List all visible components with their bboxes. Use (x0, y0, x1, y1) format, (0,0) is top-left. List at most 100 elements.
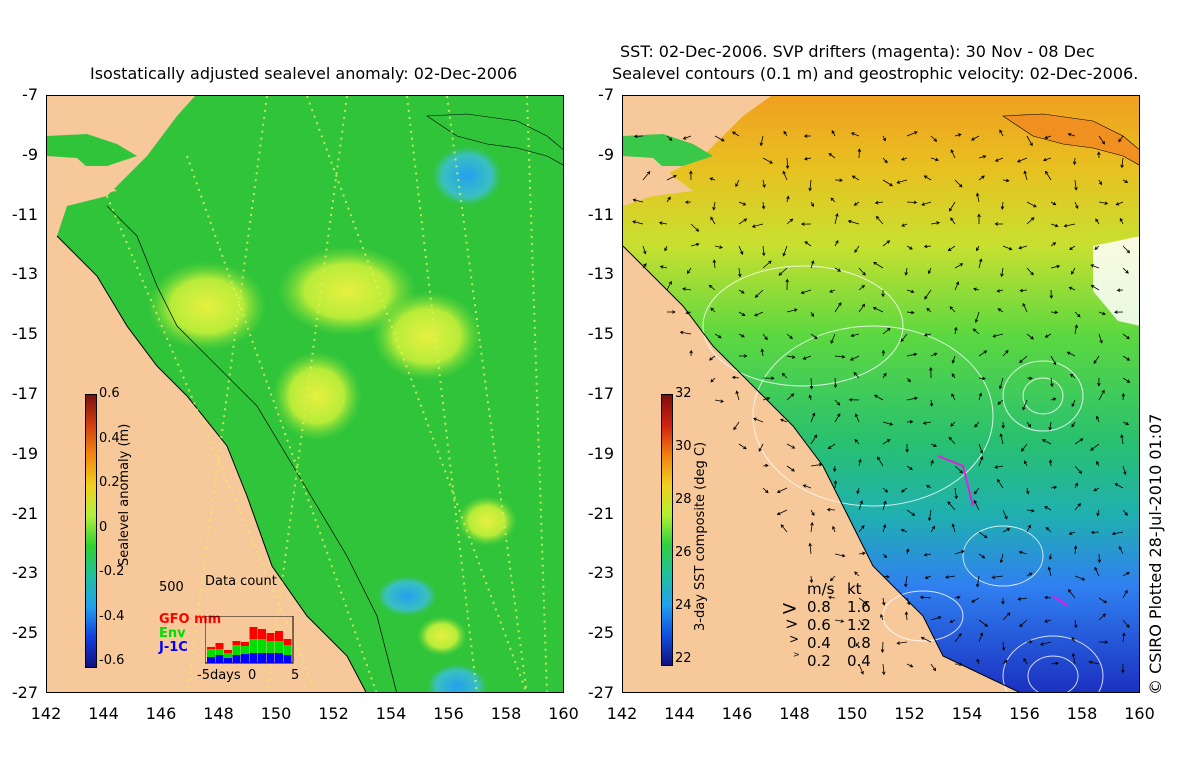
velocity-arrow (930, 352, 938, 357)
velocity-arrow (1019, 288, 1028, 293)
velocity-arrow (1113, 310, 1124, 314)
velocity-arrow (682, 287, 692, 291)
velocity-arrow (832, 465, 837, 473)
velocity-arrow (920, 636, 932, 643)
histogram-bar (207, 649, 215, 657)
velocity-arrow (761, 201, 766, 210)
velocity-arrow (994, 222, 1004, 226)
longitude-tick: 160 (1124, 704, 1155, 723)
velocity-arrow (882, 524, 887, 533)
velocity-arrow (1120, 434, 1124, 445)
velocity-arrow (632, 198, 644, 203)
velocity-legend-ms: 0.8 (807, 598, 831, 616)
velocity-arrow (947, 501, 956, 511)
velocity-arrow (1090, 264, 1100, 269)
velocity-arrow (762, 487, 769, 494)
velocity-arrow (930, 459, 934, 467)
anomaly-colorbar-tick: 0.2 (99, 475, 120, 490)
histogram-bar (275, 641, 283, 653)
velocity-arrow (1122, 421, 1130, 426)
velocity-arrow (762, 333, 768, 341)
velocity-arrow (900, 333, 908, 343)
velocity-arrow (848, 397, 860, 402)
velocity-arrow (978, 175, 985, 181)
velocity-arrow (1098, 333, 1103, 344)
velocity-arrow (731, 131, 740, 137)
velocity-arrow (666, 196, 671, 203)
velocity-arrow (1025, 487, 1030, 495)
velocity-arrow (1026, 267, 1034, 276)
histogram-bar (258, 639, 266, 653)
longitude-tick: 154 (375, 704, 407, 723)
velocity-arrow (1044, 333, 1052, 338)
velocity-arrow (882, 240, 891, 247)
velocity-arrow (1050, 485, 1058, 490)
velocity-arrow (1073, 619, 1078, 629)
anomaly-colorbar-tick: 0.6 (99, 386, 120, 401)
velocity-arrow (731, 375, 740, 380)
velocity-arrow (1122, 267, 1129, 274)
velocity-arrow (1041, 439, 1052, 445)
velocity-arrow (881, 663, 886, 676)
velocity-arrow (882, 597, 886, 606)
velocity-arrow (834, 239, 839, 247)
velocity-arrow (882, 487, 889, 493)
velocity-arrow (712, 259, 717, 269)
velocity-arrow (906, 597, 911, 606)
velocity-arrow (690, 242, 700, 247)
sealevel-anomaly-map: 0.6 0.4 0.2 0 -0.2 -0.4 -0.6 Sealevel anomaly … (46, 95, 564, 693)
velocity-arrow (930, 135, 938, 142)
velocity-arrow (978, 531, 988, 539)
velocity-arrow (738, 443, 747, 450)
velocity-arrow (1073, 545, 1078, 555)
velocity-arrow (1096, 509, 1100, 517)
sst-colorbar (661, 394, 673, 666)
latitude-tick: -27 (587, 683, 614, 702)
velocity-arrow (1022, 399, 1028, 411)
histogram-bar (232, 645, 241, 655)
longitude-tick: 158 (1066, 704, 1098, 723)
velocity-arrow (808, 394, 812, 401)
velocity-arrow (1095, 415, 1100, 423)
anomaly-colorbar (85, 394, 97, 668)
velocity-arrow (850, 333, 860, 338)
velocity-arrow (1114, 483, 1124, 489)
velocity-arrow (1050, 242, 1057, 247)
velocity-arrow (1021, 443, 1028, 452)
latitude-tick: -9 (22, 144, 38, 164)
histogram-bar (258, 653, 266, 663)
velocity-arrow (666, 280, 672, 291)
latitude-tick: -25 (587, 623, 614, 643)
velocity-legend-arrow-icon: > (789, 632, 800, 646)
velocity-arrow (1069, 245, 1076, 251)
longitude-tick: 156 (433, 704, 464, 723)
longitude-tick: 150 (836, 704, 868, 723)
velocity-arrow (873, 261, 884, 269)
velocity-arrow (754, 289, 764, 298)
sst-colorbar-tick: 28 (675, 492, 692, 507)
velocity-arrow (1097, 377, 1101, 387)
velocity-arrow (738, 267, 742, 278)
velocity-arrow (854, 245, 860, 253)
velocity-arrow (738, 311, 746, 317)
velocity-arrow (758, 443, 764, 452)
velocity-arrow (642, 170, 651, 181)
velocity-arrow (829, 289, 836, 293)
velocity-arrow (1090, 530, 1100, 535)
latitude-tick: -21 (587, 503, 614, 523)
histogram-bar (249, 653, 258, 663)
velocity-arrow (947, 245, 956, 252)
velocity-arrow (633, 134, 644, 139)
velocity-arrow (1122, 333, 1130, 340)
velocity-arrow (802, 355, 812, 360)
velocity-arrow (873, 394, 884, 401)
velocity-arrow (752, 417, 764, 423)
velocity-arrow (972, 328, 980, 335)
velocity-arrow (971, 135, 980, 141)
velocity-arrow (1074, 575, 1086, 581)
velocity-arrow (858, 267, 866, 276)
right-map-title-line1: SST: 02-Dec-2006. SVP drifters (magenta)… (620, 42, 1095, 61)
velocity-arrow (776, 509, 788, 516)
latitude-tick: -17 (11, 384, 38, 403)
longitude-tick: 156 (1009, 704, 1040, 723)
